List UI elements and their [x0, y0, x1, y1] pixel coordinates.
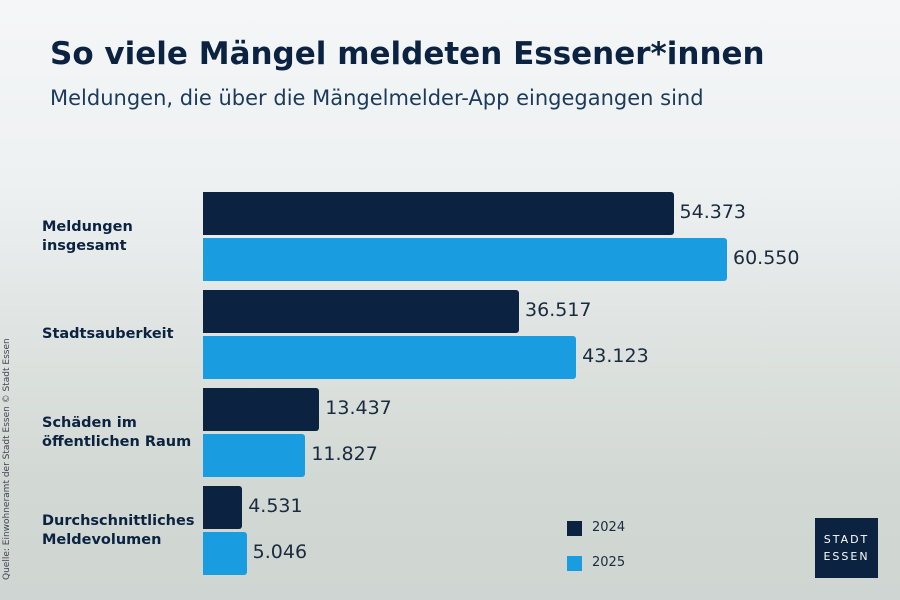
bar [203, 290, 520, 333]
category-label: Schäden im öffentlichen Raum [42, 414, 192, 450]
bar [203, 532, 247, 575]
legend-swatch [567, 556, 582, 571]
value-label: 5.046 [252, 541, 308, 563]
value-label: 54.373 [679, 201, 747, 223]
bar [203, 434, 306, 477]
legend-label: 2025 [592, 555, 626, 570]
value-label: 43.123 [582, 345, 649, 367]
bar [203, 388, 320, 431]
value-label: 11.827 [311, 443, 378, 465]
source-note: Quelle: Einwohneramt der Stadt Essen © S… [2, 338, 12, 580]
value-label: 36.517 [525, 299, 592, 321]
chart-subtitle: Meldungen, die über die Mängelmelder-App… [50, 86, 704, 110]
legend-swatch [567, 521, 582, 536]
bar [203, 238, 727, 281]
bar [203, 336, 577, 379]
logo-text: STADT [823, 533, 870, 546]
value-label: 60.550 [733, 247, 800, 269]
category-label: Stadtsauberkeit [42, 326, 174, 342]
bar [203, 486, 243, 529]
logo-text: ESSEN [823, 550, 870, 563]
logo: STADT ESSEN [815, 518, 878, 578]
legend-label: 2024 [592, 520, 626, 535]
category-label: Meldungen insgesamt [42, 218, 133, 254]
category-label: Durchschnittliches Meldevolumen [42, 512, 195, 548]
value-label: 13.437 [325, 397, 392, 419]
bar [203, 192, 674, 235]
chart-title: So viele Mängel meldeten Essener*innen [50, 36, 765, 72]
value-label: 4.531 [248, 495, 303, 517]
